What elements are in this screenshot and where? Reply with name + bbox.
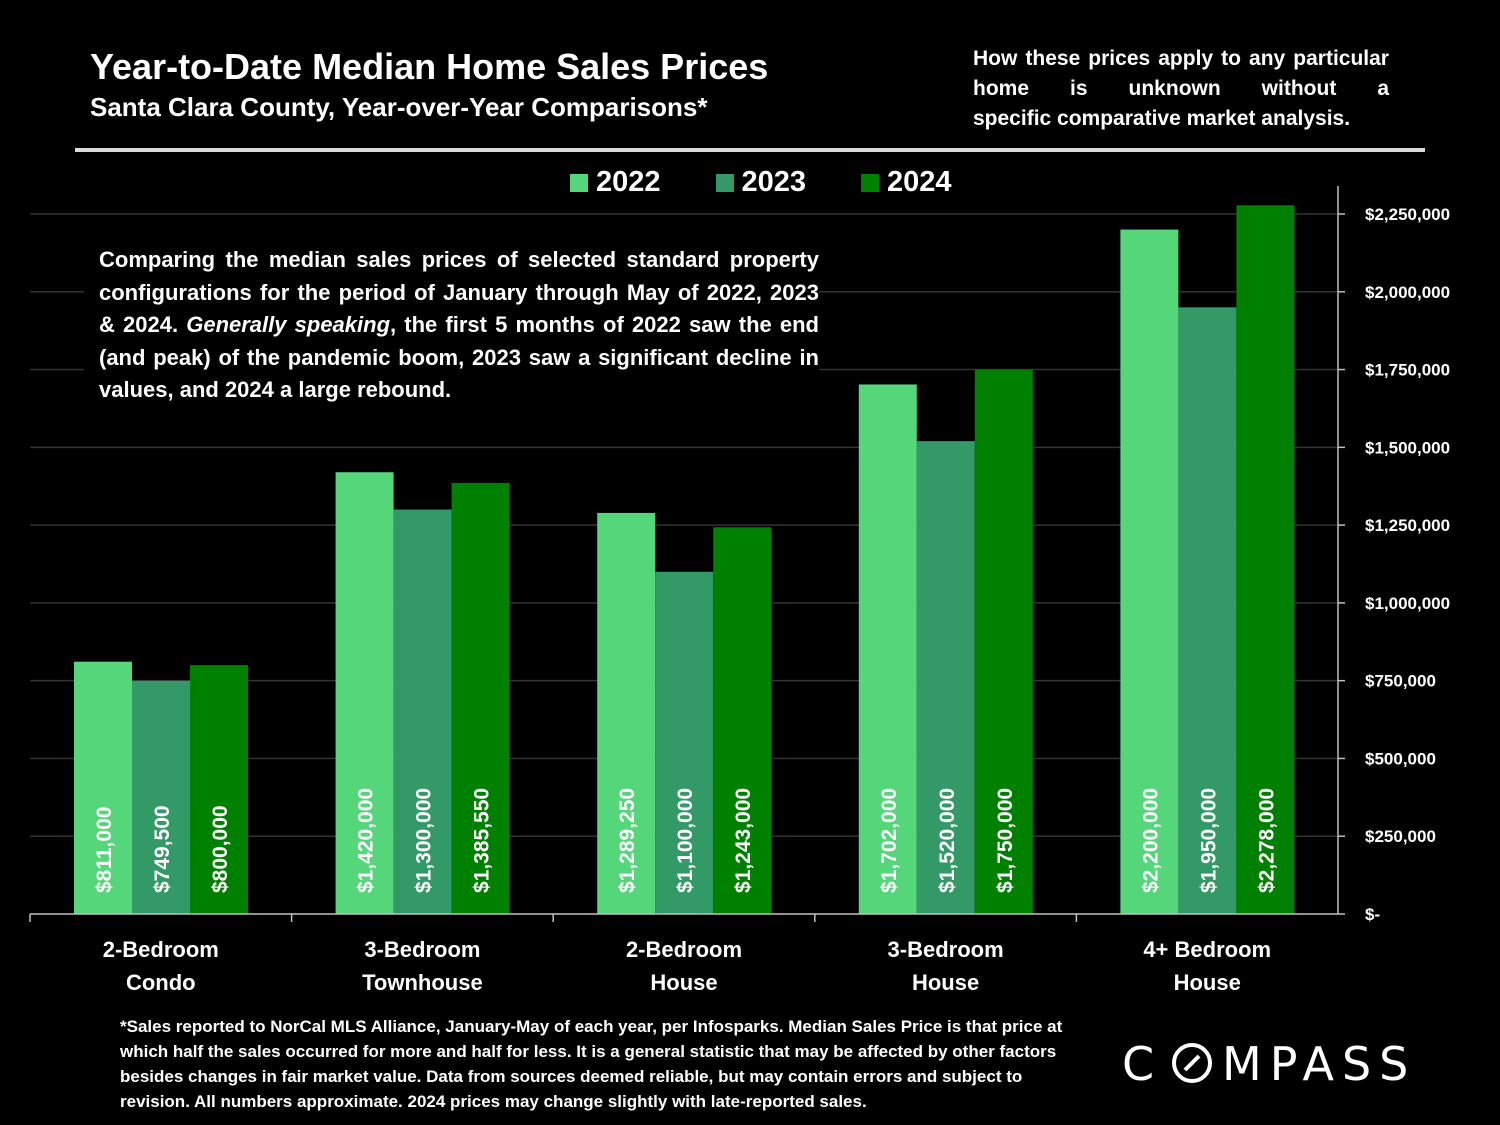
bar-value-label: $1,100,000 bbox=[674, 788, 697, 893]
bar-2023 bbox=[393, 509, 452, 914]
category-label: House bbox=[1174, 970, 1241, 995]
bar-2022 bbox=[335, 472, 394, 914]
legend-label: 2023 bbox=[741, 166, 807, 198]
bar-2022 bbox=[74, 661, 132, 914]
disclaimer-line: particular home is unknown without a bbox=[973, 47, 1389, 100]
disclaimer-line: specific comparative market analysis. bbox=[973, 107, 1351, 130]
bar-value-label: $1,520,000 bbox=[936, 788, 959, 893]
y-tick-label: $250,000 bbox=[1365, 827, 1436, 846]
intro-part: , the first 5 months of 2022 saw the end… bbox=[99, 312, 819, 402]
category-label: Condo bbox=[126, 970, 196, 995]
bar-2024 bbox=[451, 482, 510, 914]
svg-text:MPASS: MPASS bbox=[1222, 1037, 1416, 1086]
divider bbox=[75, 148, 1425, 152]
bar-value-label: $811,000 bbox=[93, 807, 116, 893]
bar-value-label: $2,278,000 bbox=[1255, 788, 1278, 893]
legend-swatch bbox=[715, 173, 734, 192]
bar-2024 bbox=[974, 369, 1033, 914]
bar-value-label: $1,243,000 bbox=[732, 788, 755, 893]
footnote: *Sales reported to NorCal MLS Alliance, … bbox=[120, 1017, 1063, 1111]
y-tick-label: $500,000 bbox=[1365, 749, 1436, 768]
bar-value-label: $1,385,550 bbox=[471, 788, 494, 893]
legend-swatch bbox=[861, 173, 880, 192]
bar-2022 bbox=[597, 512, 656, 914]
bar-value-label: $800,000 bbox=[209, 805, 232, 893]
category-label: 2-Bedroom bbox=[103, 937, 219, 962]
bar-value-label: $1,300,000 bbox=[413, 788, 436, 893]
bar-value-label: $1,702,000 bbox=[878, 788, 901, 893]
disclaimer-line: How these prices apply to any bbox=[973, 47, 1286, 70]
y-tick-label: $1,500,000 bbox=[1365, 438, 1450, 457]
intro-part: Comparing the median sales prices of sel… bbox=[99, 247, 819, 337]
bar-value-label: $1,750,000 bbox=[994, 788, 1017, 893]
bar-2023 bbox=[655, 571, 714, 914]
category-label: 2-Bedroom bbox=[626, 937, 742, 962]
y-tick-label: $2,000,000 bbox=[1365, 283, 1450, 302]
category-label: Townhouse bbox=[362, 970, 483, 995]
bar-2023 bbox=[132, 680, 190, 914]
category-label: 3-Bedroom bbox=[364, 937, 480, 962]
svg-text:C: C bbox=[1122, 1037, 1163, 1086]
bar-2023 bbox=[1178, 307, 1237, 914]
legend-item-2022: 2022 bbox=[570, 166, 661, 199]
category-label: House bbox=[650, 970, 717, 995]
chart-title: Year-to-Date Median Home Sales Prices bbox=[90, 46, 769, 87]
chart-subtitle: Santa Clara County, Year-over-Year Compa… bbox=[90, 92, 708, 122]
intro-text: Comparing the median sales prices of sel… bbox=[84, 244, 819, 407]
bar-2024 bbox=[1236, 205, 1295, 915]
bar-2023 bbox=[916, 441, 975, 914]
legend-item-2023: 2023 bbox=[715, 166, 807, 199]
intro-emphasis: Generally speaking bbox=[186, 312, 391, 337]
bar-value-label: $749,500 bbox=[151, 805, 174, 893]
bar-value-label: $1,420,000 bbox=[355, 788, 378, 893]
y-tick-label: $750,000 bbox=[1365, 672, 1436, 691]
legend-swatch bbox=[570, 173, 588, 192]
bar-value-label: $2,200,000 bbox=[1139, 788, 1162, 893]
bar-2024 bbox=[713, 527, 772, 914]
legend-label: 2024 bbox=[887, 166, 952, 198]
y-tick-label: $- bbox=[1365, 905, 1380, 924]
bar-value-label: $1,289,250 bbox=[616, 788, 639, 893]
category-label: 3-Bedroom bbox=[888, 937, 1004, 962]
bar-2024 bbox=[190, 665, 248, 914]
y-tick-label: $1,250,000 bbox=[1365, 516, 1450, 535]
axes: $- $250,000 $500,000 $750,000 $1,000,000 $1,2… bbox=[29, 186, 1450, 995]
legend: 2022 2023 2024 bbox=[570, 166, 952, 199]
bars: $811,000 $749,500 $800,000 $1,420,000 $1,300… bbox=[74, 205, 1295, 915]
bar-2022 bbox=[858, 384, 917, 914]
bar-2022 bbox=[1120, 229, 1179, 915]
bar-value-label: $1,950,000 bbox=[1197, 788, 1220, 893]
compass-logo-icon: C MPASS bbox=[1122, 1037, 1416, 1091]
legend-item-2024: 2024 bbox=[861, 166, 952, 199]
y-tick-label: $2,250,000 bbox=[1365, 205, 1450, 224]
compass-logo: C MPASS bbox=[1122, 1036, 1442, 1091]
y-tick-label: $1,750,000 bbox=[1365, 361, 1450, 380]
disclaimer: How these prices apply to any particular… bbox=[973, 44, 1389, 134]
y-tick-label: $1,000,000 bbox=[1365, 594, 1450, 613]
category-label: House bbox=[912, 970, 979, 995]
legend-label: 2022 bbox=[596, 166, 661, 198]
category-label: 4+ Bedroom bbox=[1143, 937, 1271, 962]
